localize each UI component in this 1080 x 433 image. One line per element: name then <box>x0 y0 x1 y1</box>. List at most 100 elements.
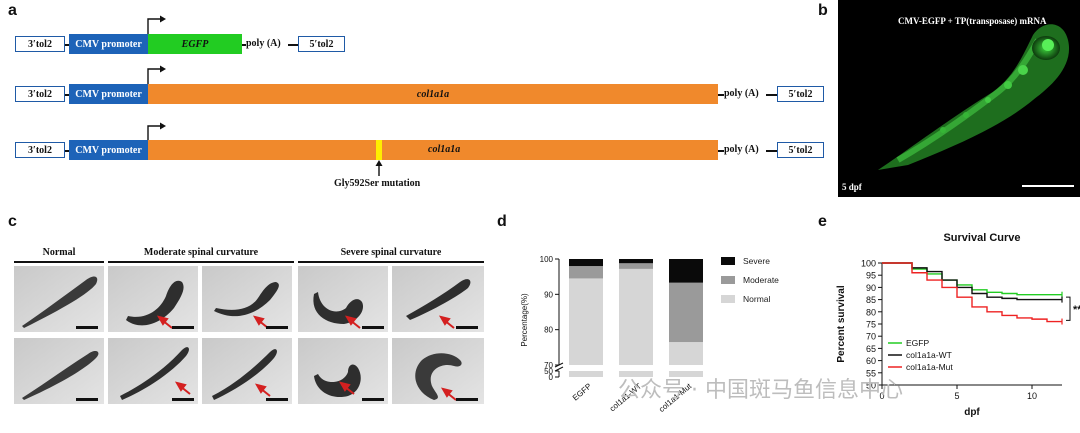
left-arm-box: 3′tol2 <box>15 86 65 102</box>
scale-bar <box>1022 185 1074 187</box>
legend-label: Normal <box>743 294 771 304</box>
legend-swatch <box>721 276 735 284</box>
series-line-egfp <box>882 262 1062 296</box>
connector-line <box>766 94 777 96</box>
legend-swatch <box>721 295 735 303</box>
bar-segment-normal <box>619 268 653 365</box>
bar-segment-normal <box>669 342 703 365</box>
y-tick-label: 60 <box>866 356 876 366</box>
connector-line <box>242 44 246 46</box>
y-tick-label: 65 <box>866 344 876 354</box>
x-tick-label: 0 <box>879 391 884 401</box>
panel-b-letter: b <box>818 2 828 19</box>
y-tick-label: 80 <box>866 307 876 317</box>
y-tick-label: 95 <box>866 271 876 281</box>
group-divider <box>298 261 484 263</box>
fluorescence-image: CMV-EGFP + TP(transposase) mRNA 5 dpf <box>838 0 1080 197</box>
group-title-severe: Severe spinal curvature <box>340 247 442 258</box>
group-title-moderate: Moderate spinal curvature <box>143 247 259 258</box>
y-tick-label: 90 <box>866 283 876 293</box>
panel-e-letter: e <box>818 213 827 230</box>
panel-b-title: CMV-EGFP + TP(transposase) mRNA <box>898 16 1047 26</box>
legend-label: Severe <box>743 256 770 266</box>
col1a1a-gene: col1a1a <box>148 84 718 104</box>
y-tick-label: 100 <box>540 255 554 264</box>
significance-bracket <box>1066 296 1071 321</box>
bar-segment-severe <box>569 259 603 267</box>
zebrafish-micrographs <box>14 266 484 404</box>
right-arm-box: 5′tol2 <box>777 86 824 102</box>
connector-line <box>718 94 724 96</box>
connector-line <box>766 150 777 152</box>
gene-label: col1a1a <box>428 144 461 155</box>
cmv-promoter: CMV promoter <box>69 34 148 54</box>
egfp-gene: EGFP <box>148 34 242 54</box>
bar-segment-normal <box>619 371 653 377</box>
legend-label: col1a1a-WT <box>906 350 952 360</box>
y-tick-label: 70 <box>544 361 553 370</box>
group-title-normal: Normal <box>42 247 76 258</box>
red-arrow-icon <box>156 315 457 401</box>
series-line-col1a1a-mut <box>882 262 1062 323</box>
x-tick-label: 5 <box>954 391 959 401</box>
y-tick-label: 50 <box>866 381 876 391</box>
bar-segment-normal <box>569 371 603 377</box>
stage-label: 5 dpf <box>842 182 862 192</box>
y-tick-label: 0 <box>549 373 554 382</box>
y-tick-label: 100 <box>861 259 876 269</box>
legend-label: EGFP <box>906 338 929 348</box>
fluorescent-fish-image <box>878 24 1070 171</box>
y-tick-label: 90 <box>544 290 553 299</box>
bar-segment-normal <box>569 278 603 365</box>
connector-line <box>65 94 69 96</box>
bar-segment-severe <box>669 259 703 283</box>
right-arm-box: 5′tol2 <box>298 36 345 52</box>
significance-label: ** <box>1073 304 1080 316</box>
panel-a-arrows <box>147 15 383 176</box>
promoter-arrow-icon <box>147 18 160 34</box>
watermark-text: 公众号 · 中国斑马鱼信息中心 <box>618 378 903 403</box>
polya-label: poly (A) <box>246 38 281 49</box>
connector-line <box>718 150 724 152</box>
connector-line <box>288 44 298 46</box>
y-tick-label: 75 <box>866 320 876 330</box>
chart-title: Survival Curve <box>943 232 1020 244</box>
left-arm-box: 3′tol2 <box>15 142 65 158</box>
cmv-promoter: CMV promoter <box>69 84 148 104</box>
y-axis-label: Percentage(%) <box>520 293 529 347</box>
x-tick-label: 10 <box>1027 391 1037 401</box>
y-tick-label: 50 <box>544 367 553 376</box>
promoter-arrow-icon <box>147 125 160 140</box>
promoter-arrow-icon <box>147 68 160 84</box>
bar-segment-severe <box>619 259 653 264</box>
panel-c-letter: c <box>8 213 17 230</box>
survival-curve-chart: Survival Curve 50 55 60 65 70 75 80 85 90 95 100 0 5 1… <box>836 232 1080 418</box>
mutation-label: Gly592Ser mutation <box>334 178 421 189</box>
scale-bars <box>76 326 478 401</box>
connector-line <box>65 150 69 152</box>
legend-swatch <box>721 257 735 265</box>
polya-label: poly (A) <box>724 88 759 99</box>
cmv-promoter: CMV promoter <box>69 140 148 160</box>
x-category-label: EGFP <box>571 382 593 403</box>
group-divider <box>14 261 104 263</box>
panel-a-letter: a <box>8 2 17 19</box>
legend-label: col1a1a-Mut <box>906 362 953 372</box>
y-axis-label: Percent survival <box>836 285 847 362</box>
bar-segment-moderate <box>569 266 603 279</box>
group-divider <box>108 261 294 263</box>
fish-image-grid <box>14 266 484 406</box>
bar-segment-normal <box>669 371 703 377</box>
mutation-site <box>376 140 382 160</box>
right-arm-box: 5′tol2 <box>777 142 824 158</box>
bar-segment-moderate <box>669 282 703 343</box>
x-axis-label: dpf <box>964 407 980 418</box>
col1a1a-mut-gene: col1a1a <box>148 140 718 160</box>
y-tick-label: 85 <box>866 295 876 305</box>
legend-label: Moderate <box>743 275 779 285</box>
series-line-col1a1a-wt <box>882 262 1062 301</box>
y-tick-label: 55 <box>866 368 876 378</box>
panel-d-letter: d <box>497 213 507 230</box>
y-tick-label: 70 <box>866 332 876 342</box>
